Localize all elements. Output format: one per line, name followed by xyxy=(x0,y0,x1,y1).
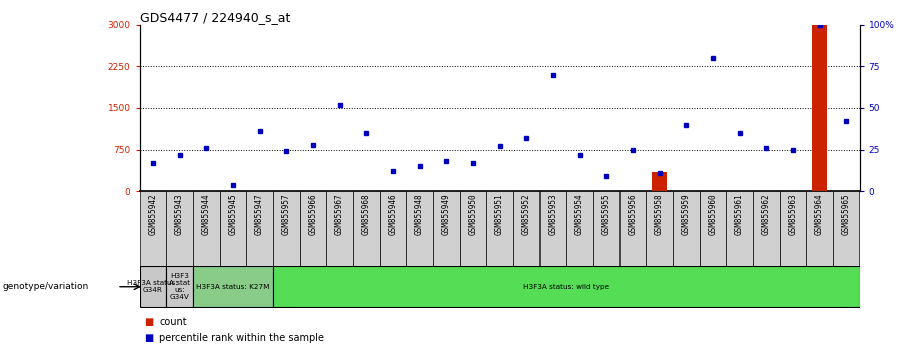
Text: genotype/variation: genotype/variation xyxy=(3,282,89,291)
Text: GSM855964: GSM855964 xyxy=(815,194,824,235)
Bar xyxy=(380,191,406,269)
Text: GSM855956: GSM855956 xyxy=(628,194,637,235)
Text: H3F3A status: K27M: H3F3A status: K27M xyxy=(196,284,269,290)
Bar xyxy=(752,191,779,269)
Bar xyxy=(699,191,726,269)
Text: GSM855949: GSM855949 xyxy=(442,194,451,235)
Bar xyxy=(566,191,593,269)
Bar xyxy=(806,191,832,269)
Bar xyxy=(539,191,566,269)
Bar xyxy=(220,191,247,269)
Text: GSM855950: GSM855950 xyxy=(468,194,477,235)
Text: GSM855965: GSM855965 xyxy=(842,194,850,235)
Bar xyxy=(832,191,859,269)
Text: GSM855967: GSM855967 xyxy=(335,194,344,235)
Text: GSM855957: GSM855957 xyxy=(282,194,291,235)
Bar xyxy=(166,266,193,307)
Text: ■: ■ xyxy=(144,318,153,327)
Bar xyxy=(166,191,193,269)
Bar xyxy=(593,191,619,269)
Text: count: count xyxy=(159,318,187,327)
Text: GSM855962: GSM855962 xyxy=(761,194,770,235)
Bar xyxy=(673,191,699,269)
Bar xyxy=(433,191,460,269)
Text: GSM855955: GSM855955 xyxy=(602,194,611,235)
Text: GSM855966: GSM855966 xyxy=(309,194,318,235)
Text: GSM855944: GSM855944 xyxy=(202,194,211,235)
Bar xyxy=(406,191,433,269)
Text: GSM855943: GSM855943 xyxy=(175,194,184,235)
Bar xyxy=(140,191,166,269)
Text: percentile rank within the sample: percentile rank within the sample xyxy=(159,333,324,343)
Text: H3F3A status:
G34R: H3F3A status: G34R xyxy=(128,280,178,293)
Text: GSM855946: GSM855946 xyxy=(388,194,397,235)
Bar xyxy=(193,266,273,307)
Bar xyxy=(779,191,806,269)
Text: GSM855968: GSM855968 xyxy=(362,194,371,235)
Bar xyxy=(726,191,752,269)
Text: H3F3
A stat
us:
G34V: H3F3 A stat us: G34V xyxy=(169,273,190,300)
Bar xyxy=(646,191,673,269)
Bar xyxy=(273,191,300,269)
Bar xyxy=(652,172,667,191)
Text: GSM855961: GSM855961 xyxy=(735,194,744,235)
Bar xyxy=(247,191,273,269)
Text: GSM855947: GSM855947 xyxy=(255,194,264,235)
Bar xyxy=(513,191,539,269)
Bar xyxy=(619,191,646,269)
Bar xyxy=(812,25,827,191)
Bar xyxy=(353,191,380,269)
Bar xyxy=(460,191,486,269)
Bar xyxy=(140,266,166,307)
Text: GSM855945: GSM855945 xyxy=(229,194,238,235)
Bar xyxy=(273,266,860,307)
Text: GSM855952: GSM855952 xyxy=(522,194,531,235)
Text: H3F3A status: wild type: H3F3A status: wild type xyxy=(523,284,609,290)
Text: GSM855942: GSM855942 xyxy=(148,194,157,235)
Text: GSM855953: GSM855953 xyxy=(548,194,557,235)
Text: ■: ■ xyxy=(144,333,153,343)
Text: GSM855954: GSM855954 xyxy=(575,194,584,235)
Bar xyxy=(193,191,220,269)
Text: GSM855960: GSM855960 xyxy=(708,194,717,235)
Text: GSM855958: GSM855958 xyxy=(655,194,664,235)
Text: GDS4477 / 224940_s_at: GDS4477 / 224940_s_at xyxy=(140,11,290,24)
Text: GSM855948: GSM855948 xyxy=(415,194,424,235)
Text: GSM855951: GSM855951 xyxy=(495,194,504,235)
Bar xyxy=(326,191,353,269)
Bar xyxy=(486,191,513,269)
Text: GSM855959: GSM855959 xyxy=(681,194,690,235)
Text: GSM855963: GSM855963 xyxy=(788,194,797,235)
Bar xyxy=(300,191,326,269)
